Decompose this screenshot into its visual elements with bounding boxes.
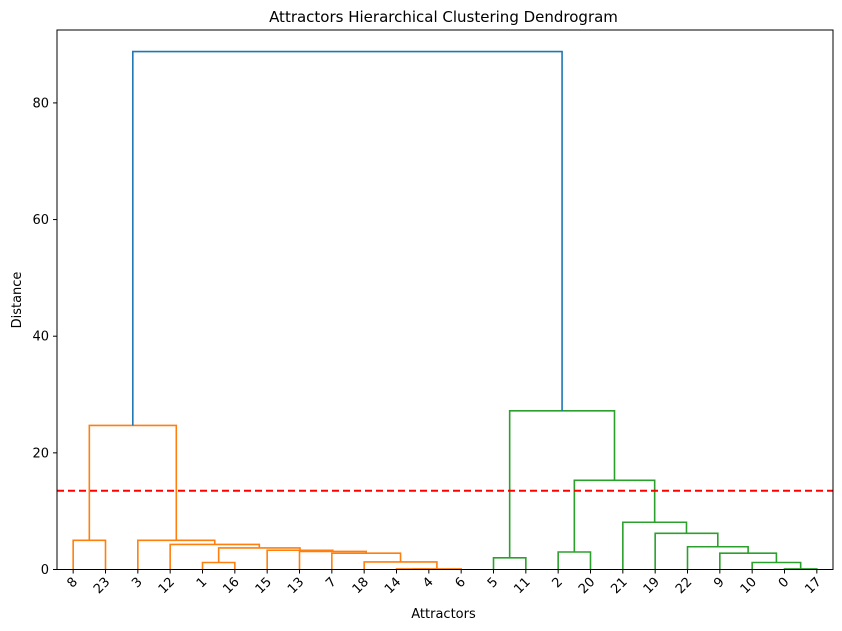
y-tick-label: 0 (41, 563, 49, 578)
dendrogram-link-16 (719, 552, 778, 570)
dendrogram-link-20 (573, 479, 656, 553)
x-tick-label: 18 (350, 575, 372, 597)
x-axis-label: Attractors (411, 607, 476, 622)
plot-frame (56, 29, 834, 570)
dendrogram-link-13 (557, 551, 592, 570)
x-tick-label: 2 (550, 575, 566, 591)
x-tick-label: 10 (738, 575, 760, 597)
x-tick-label: 17 (802, 575, 824, 597)
x-tick-label: 22 (673, 575, 695, 597)
x-axis-ticks: 8 23 3 12 1 16 15 13 7 18 14 4 6 5 11 2 20 21 19 22 9 10 0 17 (65, 569, 825, 597)
axes (56, 29, 834, 570)
dendrogram-link-21 (508, 410, 616, 558)
dendrogram-link-3 (363, 561, 438, 570)
x-tick-label: 23 (91, 575, 113, 597)
dendrogram-link-10 (137, 539, 216, 570)
x-tick-label: 3 (129, 575, 145, 591)
dendrogram-link-9 (169, 543, 261, 570)
dendrogram-link-12 (492, 557, 527, 570)
y-tick-label: 80 (32, 96, 49, 111)
x-tick-label: 4 (420, 575, 436, 591)
dendrogram-link-7 (201, 561, 236, 570)
x-tick-label: 15 (253, 575, 275, 597)
x-tick-label: 9 (711, 575, 727, 591)
y-axis-ticks: 0 20 40 60 80 (32, 96, 57, 578)
dendrogram-link-18 (654, 532, 719, 570)
x-tick-label: 14 (382, 575, 404, 597)
y-tick-label: 40 (32, 330, 49, 345)
dendrogram-link-17 (686, 545, 749, 570)
dendrogram-link-5 (298, 550, 367, 570)
x-tick-label: 8 (65, 575, 81, 591)
x-tick-label: 5 (485, 575, 501, 591)
x-tick-label: 6 (453, 575, 469, 591)
x-tick-label: 13 (285, 575, 307, 597)
y-tick-label: 20 (32, 446, 49, 461)
x-tick-label: 12 (156, 575, 178, 597)
x-tick-label: 7 (323, 575, 339, 591)
dendrogram-link-22 (132, 50, 563, 426)
x-tick-label: 0 (776, 575, 792, 591)
x-tick-label: 16 (220, 575, 242, 597)
x-tick-label: 1 (194, 575, 210, 591)
x-tick-label: 19 (641, 575, 663, 597)
dendrogram-links (72, 50, 818, 570)
x-tick-label: 21 (608, 575, 630, 597)
x-tick-label: 20 (576, 575, 598, 597)
x-tick-label: 11 (511, 575, 533, 597)
y-tick-label: 60 (32, 213, 49, 228)
dendrogram-link-11 (88, 424, 178, 541)
chart-title: Attractors Hierarchical Clustering Dendr… (269, 8, 618, 26)
dendrogram-link-0 (72, 539, 107, 570)
y-axis-label: Distance (10, 272, 25, 329)
